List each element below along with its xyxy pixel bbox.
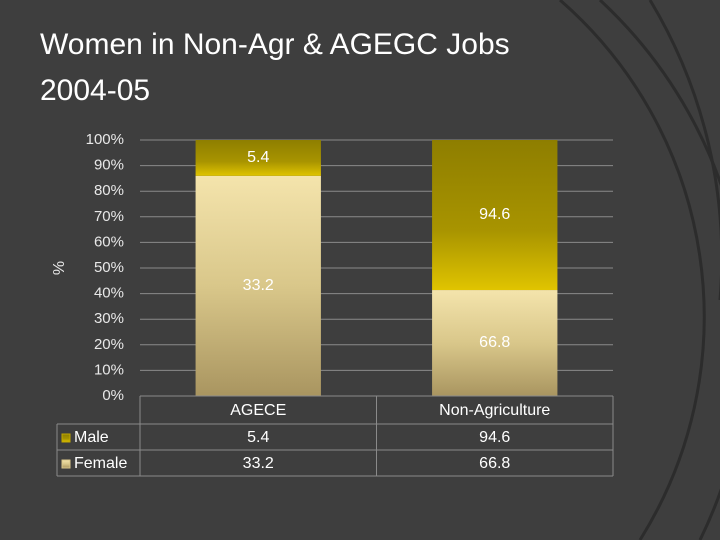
y-tick-label: 80% <box>94 182 124 199</box>
legend-swatch <box>61 433 71 443</box>
y-tick-label: 50% <box>94 259 124 276</box>
bar-segment <box>195 140 321 176</box>
bar-segment <box>195 175 321 396</box>
x-tick-label: AGECE <box>230 402 286 419</box>
data-label: 94.6 <box>479 206 510 223</box>
decoration <box>559 0 720 540</box>
table-value: 5.4 <box>247 429 269 446</box>
y-tick-label: 100% <box>86 131 124 148</box>
table-value: 66.8 <box>479 455 510 472</box>
y-tick-label: 20% <box>94 336 124 353</box>
table-value: 94.6 <box>479 429 510 446</box>
bar-segment <box>432 140 558 291</box>
data-label: 5.4 <box>247 149 269 166</box>
y-tick-label: 10% <box>94 361 124 378</box>
table-value: 33.2 <box>243 455 274 472</box>
legend-swatch <box>61 459 71 469</box>
data-label: 33.2 <box>243 277 274 294</box>
y-tick-label: 40% <box>94 285 124 302</box>
bar-segment <box>432 290 558 396</box>
y-tick-label: 30% <box>94 310 124 327</box>
legend-label: Female <box>74 455 127 472</box>
y-axis-label: % <box>51 261 68 275</box>
chart-subtitle: 2004-05 <box>40 74 150 107</box>
legend-label: Male <box>74 429 109 446</box>
y-tick-label: 90% <box>94 157 124 174</box>
y-tick-label: 70% <box>94 208 124 225</box>
data-label: 66.8 <box>479 334 510 351</box>
y-tick-label: 0% <box>102 387 124 404</box>
chart-title: Women in Non-Agr & AGEGC Jobs <box>40 28 510 61</box>
y-tick-label: 60% <box>94 233 124 250</box>
x-tick-label: Non-Agriculture <box>439 402 550 419</box>
